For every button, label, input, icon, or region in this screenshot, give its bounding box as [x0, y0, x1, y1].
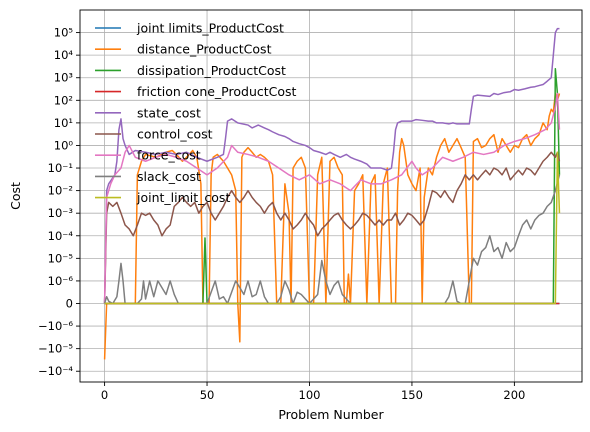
- y-tick-label: −10⁻⁶: [38, 319, 73, 333]
- plot-area: [103, 27, 561, 360]
- x-tick-label: 100: [299, 388, 321, 402]
- y-tick-label: 10⁻²: [48, 184, 73, 198]
- legend: joint limits_ProductCost distance_Product…: [95, 21, 297, 205]
- y-tick-label: 10⁻³: [48, 206, 74, 220]
- legend-entry-label: slack_cost: [137, 169, 201, 184]
- x-tick-label: 150: [401, 388, 423, 402]
- y-axis-ticks: 10⁵ 10⁴ 10³ 10² 10¹ 10⁰ 10⁻¹ 10⁻² 10⁻³ 10⁻⁴ 10⁻⁵ 10…: [38, 26, 80, 378]
- series-line-control-cost: [103, 151, 561, 304]
- x-axis-ticks: 0 50 100 150 200: [101, 382, 525, 402]
- y-tick-label: −10⁻⁵: [38, 342, 73, 356]
- legend-entry-label: force_cost: [137, 148, 201, 163]
- series-line-force-cost: [103, 92, 561, 304]
- series-line-dissipation-productcost: [104, 68, 561, 305]
- series-line-joint-limit-cost: [104, 151, 561, 305]
- legend-entry-label: joint limits_ProductCost: [136, 21, 284, 36]
- y-tick-label: 10³: [54, 71, 74, 85]
- y-tick-label: 10¹: [54, 116, 73, 130]
- y-tick-label: 10⁻¹: [48, 161, 73, 175]
- legend-entry-label: control_cost: [137, 127, 213, 142]
- y-tick-label: 10⁻⁶: [48, 274, 74, 288]
- series-layer: [103, 27, 561, 360]
- legend-entry-label: state_cost: [137, 105, 201, 120]
- y-tick-label: 10⁻⁴: [48, 229, 74, 243]
- x-axis-label: Problem Number: [278, 407, 384, 422]
- x-tick-label: 200: [503, 388, 525, 402]
- y-tick-label: 10⁻⁵: [48, 251, 74, 265]
- y-tick-label: −10⁻⁴: [38, 364, 73, 378]
- legend-entry-label: joint_limit_cost: [136, 190, 230, 205]
- y-axis-label: Cost: [8, 182, 23, 210]
- legend-entry-label: distance_ProductCost: [137, 42, 272, 57]
- x-tick-label: 0: [101, 388, 108, 402]
- legend-entry-label: friction cone_ProductCost: [137, 84, 297, 99]
- plot-frame: [79, 9, 583, 383]
- y-tick-label: 0: [66, 296, 73, 310]
- x-tick-label: 50: [200, 388, 215, 402]
- series-line-state-cost: [103, 27, 560, 304]
- y-tick-label: 10⁰: [54, 138, 74, 152]
- y-tick-label: 10⁴: [54, 48, 74, 62]
- legend-entry-label: dissipation_ProductCost: [137, 63, 286, 78]
- y-tick-label: 10⁵: [54, 26, 74, 40]
- series-line-slack-cost: [103, 174, 561, 305]
- y-tick-label: 10²: [54, 93, 73, 107]
